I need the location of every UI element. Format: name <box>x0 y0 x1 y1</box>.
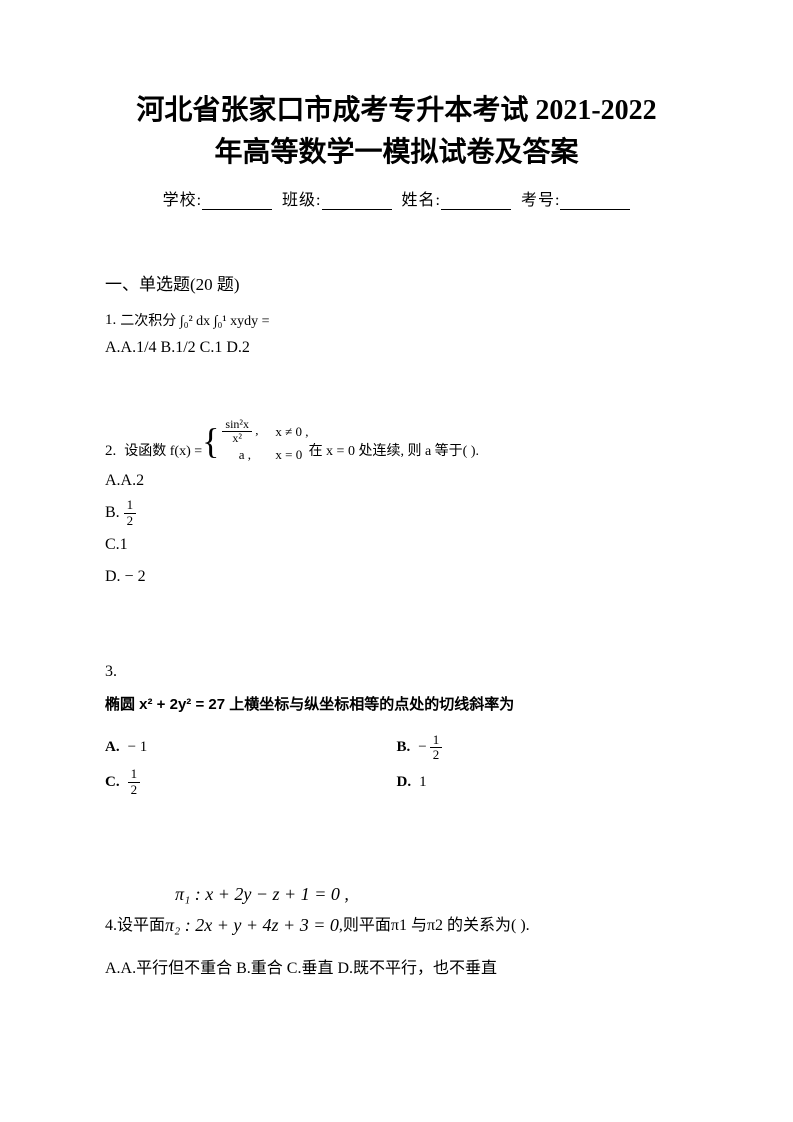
q2-piece1-num: sin²x <box>222 418 252 432</box>
q1-prefix: 二次积分 <box>120 314 176 329</box>
q3-optD-label: D. <box>397 765 412 800</box>
q3-optC-num: 1 <box>128 767 141 782</box>
number-blank[interactable] <box>560 192 630 210</box>
question-2: 2. 设函数 f(x) = { sin²x x² , x ≠ 0 , a , x… <box>105 418 688 593</box>
q3-optD-val: 1 <box>419 765 427 800</box>
q2-prefix: 设函数 f(x) = <box>124 439 202 464</box>
q4-number: 4. <box>105 912 117 941</box>
class-blank[interactable] <box>322 192 392 210</box>
q3-optB-num: 1 <box>430 733 443 748</box>
q4-plane2: π₂ : 2x + y + 4z + 3 = 0 <box>165 910 339 941</box>
title-line-1: 河北省张家口市成考专升本考试 2021-2022 <box>105 90 688 132</box>
q2-optA: A.A.2 <box>105 465 688 497</box>
q3-optB: B. − 1 2 <box>397 730 689 765</box>
q2-optB-label: B. <box>105 504 120 521</box>
name-label: 姓名: <box>402 192 441 209</box>
school-label: 学校: <box>163 192 202 209</box>
q3-optA: A. − 1 <box>105 730 397 765</box>
q2-optD: D. − 2 <box>105 561 688 593</box>
q3-optC-label: C. <box>105 765 120 800</box>
q3-optB-label: B. <box>397 730 411 765</box>
q3-number: 3. <box>105 658 117 687</box>
q2-optB-den: 2 <box>124 514 137 528</box>
number-label: 考号: <box>521 192 560 209</box>
class-label: 班级: <box>282 192 321 209</box>
q2-optC: C.1 <box>105 529 688 561</box>
school-blank[interactable] <box>202 192 272 210</box>
section-1-title: 一、单选题(20 题) <box>105 270 688 295</box>
exam-title: 河北省张家口市成考专升本考试 2021-2022 年高等数学一模拟试卷及答案 <box>105 90 688 174</box>
question-4: π₁ : x + 2y − z + 1 = 0 , 4. 设平面 π₂ : 2x… <box>105 879 688 983</box>
question-3: 3. 椭圆 x² + 2y² = 27 上横坐标与纵坐标相等的点处的切线斜率为 … <box>105 658 688 800</box>
q3-optC: C. 1 2 <box>105 765 397 800</box>
q2-piece1-cond: x ≠ 0 , <box>275 422 308 442</box>
q3-optA-label: A. <box>105 730 120 765</box>
q3-text: 椭圆 x² + 2y² = 27 上横坐标与纵坐标相等的点处的切线斜率为 <box>105 691 688 718</box>
q1-integral: ∫₀² dx ∫₀¹ xydy = <box>180 314 270 329</box>
q3-optD: D. 1 <box>397 765 689 800</box>
q3-optB-prefix: − <box>418 730 426 765</box>
q2-piece1-den: x² <box>222 432 252 445</box>
q3-options: A. − 1 B. − 1 2 C. 1 2 D. 1 <box>105 730 688 799</box>
q2-suffix: 在 x = 0 处连续, 则 a 等于( ). <box>309 439 479 464</box>
q4-plane1: π₁ : x + 2y − z + 1 = 0 , <box>175 879 688 910</box>
q2-optB-num: 1 <box>124 498 137 513</box>
name-blank[interactable] <box>441 192 511 210</box>
q2-optB: B. 1 2 <box>105 497 688 529</box>
q3-optA-val: − 1 <box>128 730 148 765</box>
q3-optC-den: 2 <box>128 783 141 797</box>
title-line-2: 年高等数学一模拟试卷及答案 <box>105 132 688 174</box>
q1-options: A.A.1/4 B.1/2 C.1 D.2 <box>105 334 688 363</box>
q1-number: 1. <box>105 307 116 334</box>
question-1: 1. 二次积分 ∫₀² dx ∫₀¹ xydy = A.A.1/4 B.1/2 … <box>105 307 688 363</box>
q2-piece2-expr: a , <box>222 445 267 465</box>
q4-prefix: 设平面 <box>117 912 165 941</box>
q4-options: A.A.平行但不重合 B.重合 C.垂直 D.既不平行，也不垂直 <box>105 955 688 984</box>
q2-piecewise: { sin²x x² , x ≠ 0 , a , x = 0 <box>202 418 308 465</box>
q4-suffix: ,则平面π1 与π2 的关系为( ). <box>339 912 530 941</box>
q2-options: A.A.2 B. 1 2 C.1 D. − 2 <box>105 465 688 593</box>
q2-piece2-cond: x = 0 <box>275 445 302 465</box>
q2-number: 2. <box>105 438 116 465</box>
q3-optB-den: 2 <box>430 748 443 762</box>
student-info-line: 学校: 班级: 姓名: 考号: <box>105 186 688 210</box>
